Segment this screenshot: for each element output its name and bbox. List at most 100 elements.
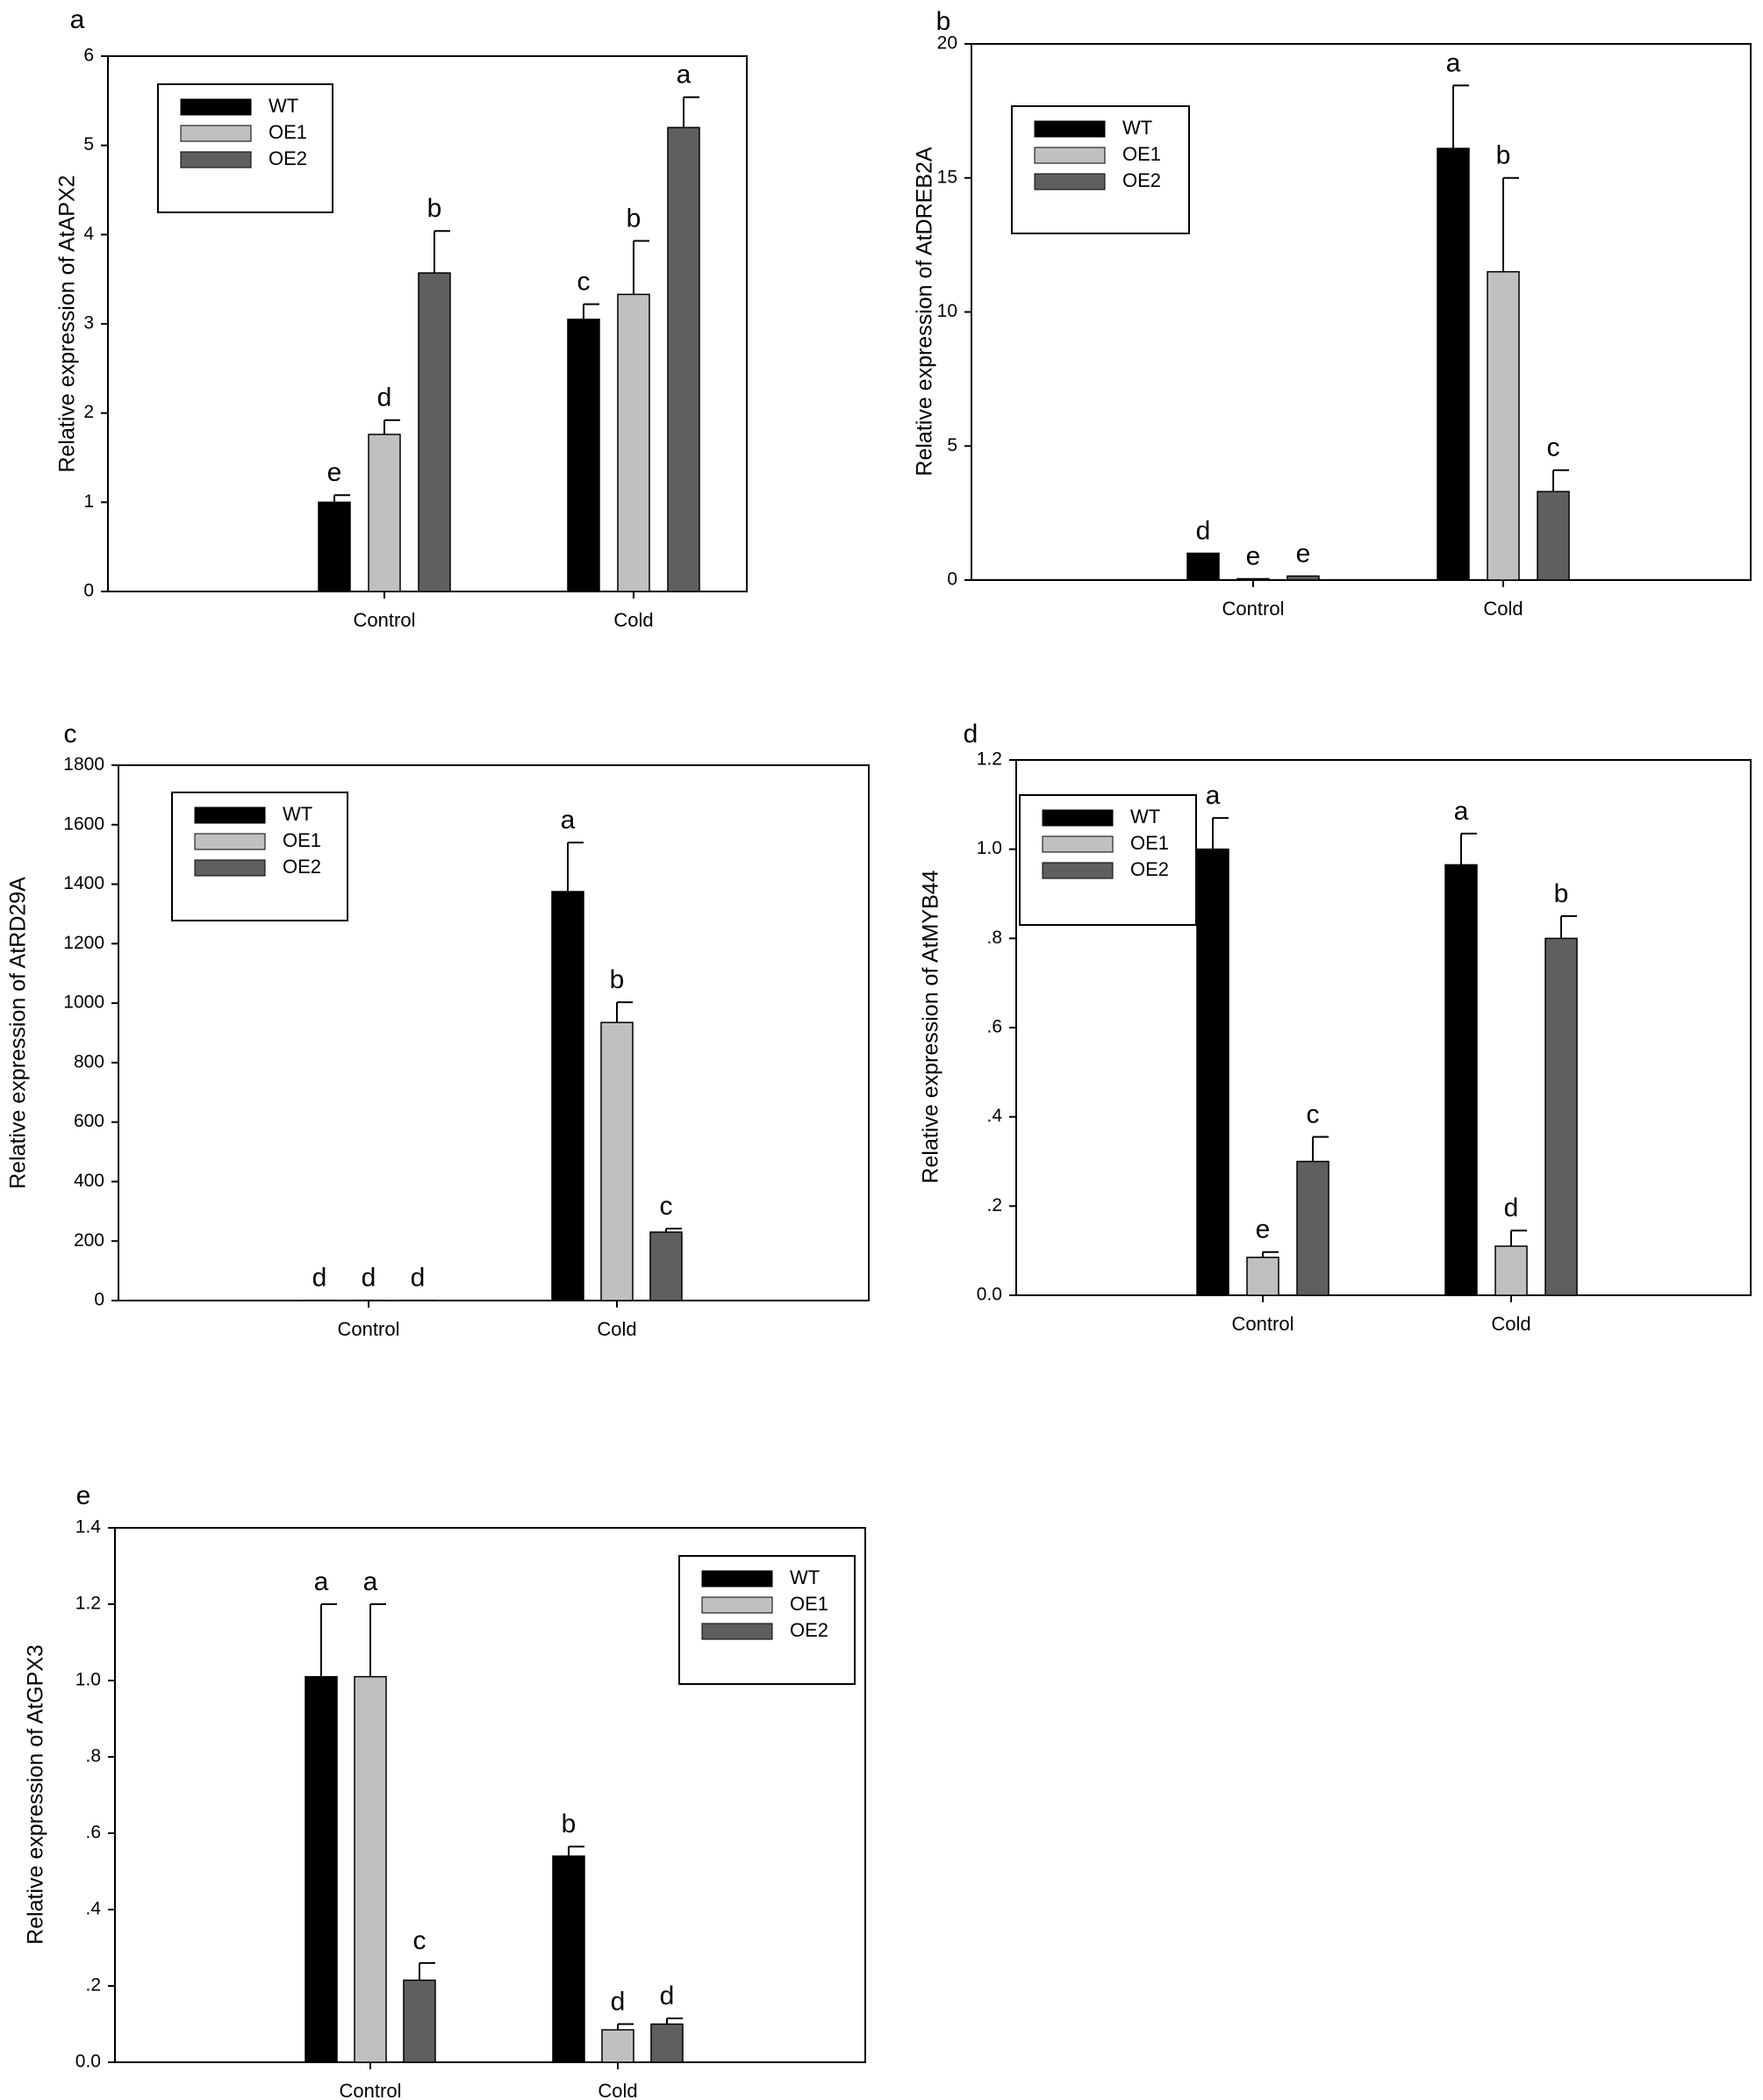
panel-label: c [64,720,77,749]
significance-letter: d [1196,516,1211,545]
legend-swatch-oe2 [194,859,266,877]
legend: WT OE1 OE2 [1019,794,1197,926]
y-tick-label: 1.2 [75,1594,101,1614]
significance-letter: d [660,1982,675,2010]
legend-label-wt: WT [790,1566,820,1588]
bar-wt-cold [567,319,600,592]
bar-wt-control [305,1675,338,2063]
y-tick-label: 6 [83,46,94,66]
x-tick-label: Control [354,609,416,631]
legend-label-wt: WT [1130,806,1160,828]
bar-oe1-cold [1487,270,1520,581]
chart-panel-d: d 0.0 .2 .4 .6 .8 1.0 1.2 Relative expression of… [919,720,1752,1335]
plot-frame [114,1527,866,2063]
legend-swatch-wt [180,98,252,116]
panel-label: a [70,5,85,34]
legend: WT OE1 OE2 [1011,105,1190,234]
y-tick-label: 0.0 [977,1285,1002,1305]
x-tick-label: Cold [597,1318,636,1340]
y-tick-label: 0 [83,581,94,601]
significance-letter: e [1296,539,1311,568]
legend-label-oe1: OE1 [1122,143,1161,165]
bar-wt-cold [1444,864,1478,1296]
legend-label-wt: WT [283,803,312,825]
bar-oe2-cold [667,126,700,592]
legend-label-oe2: OE2 [1130,858,1169,880]
legend: WT OE1 OE2 [157,83,333,213]
legend: WT OE1 OE2 [171,792,348,921]
legend-swatch-oe1 [701,1596,773,1614]
significance-letter: c [660,1192,673,1221]
bar-oe1-cold [601,2029,634,2063]
chart-panel-a: a 0 1 2 3 4 5 6 Relative expression of AtAPX2 Con… [55,5,748,631]
bar-wt-control [318,501,351,592]
x-tick-label: Cold [613,609,653,631]
chart-panel-b: b 0 5 10 15 20 Relative expression of AtDREB2A… [913,7,1752,620]
chart-panel-e: e 0.0 .2 .4 .6 .8 1.0 1.2 1.4 Relative expression… [24,1481,866,2100]
y-tick-label: 2 [83,402,94,422]
legend-swatch-oe1 [1042,835,1114,853]
y-tick-label: 4 [83,224,94,244]
significance-letter: d [362,1264,376,1293]
significance-letter: c [1547,434,1560,462]
legend-swatch-oe2 [1042,862,1114,879]
legend: WT OE1 OE2 [678,1555,856,1685]
significance-letter: d [611,1987,626,2016]
y-tick-label: 1400 [63,873,104,893]
bar-oe2-control [1296,1160,1329,1296]
bar-oe1-control [368,434,401,592]
y-tick-label: .2 [986,1195,1002,1215]
y-tick-label: .8 [986,928,1002,948]
bar-oe2-control [403,1979,436,2063]
y-tick-label: 800 [74,1051,104,1072]
x-tick-label: Control [340,2080,402,2100]
bar-oe2-control [418,272,451,592]
bar-wt-cold [551,891,584,1301]
y-tick-label: 1.0 [75,1670,101,1690]
bar-oe2-control [1286,575,1320,581]
legend-label-oe2: OE2 [1122,169,1161,191]
significance-letter: a [561,806,576,835]
legend-label-oe2: OE2 [269,147,307,169]
significance-letter: a [363,1567,378,1596]
y-tick-label: .2 [85,1975,101,1996]
x-tick-label: Control [338,1318,400,1340]
significance-letter: c [577,268,591,297]
y-tick-label: 0 [947,570,957,590]
significance-letter: c [1307,1100,1320,1129]
significance-letter: a [677,61,692,90]
legend-label-oe1: OE1 [790,1593,828,1615]
legend-label-oe2: OE2 [790,1619,828,1641]
y-tick-label: 15 [937,167,957,187]
y-tick-label: 0.0 [75,2052,101,2072]
bar-oe2-cold [1537,491,1570,581]
y-axis-label: Relative expression of AtGPX3 [24,1645,48,1945]
significance-letter: a [314,1567,329,1596]
legend-swatch-oe2 [1034,173,1106,190]
significance-letter: a [1454,797,1469,826]
legend-label-wt: WT [269,95,298,117]
legend-label-oe1: OE1 [269,121,307,143]
bar-wt-control [1186,552,1220,581]
significance-letter: e [327,458,342,487]
legend-label-wt: WT [1122,117,1152,139]
y-tick-label: .6 [85,1823,101,1843]
y-tick-label: 5 [947,435,957,455]
y-tick-label: 10 [937,301,957,321]
y-tick-label: 1.4 [75,1517,102,1537]
legend-swatch-wt [701,1570,773,1588]
legend-swatch-wt [1034,120,1106,138]
legend-swatch-oe1 [180,125,252,142]
y-tick-label: 3 [83,313,94,333]
legend-label-oe1: OE1 [1130,832,1169,854]
y-tick-label: 5 [83,134,94,154]
legend-swatch-oe1 [194,833,266,850]
y-tick-label: .8 [85,1746,101,1767]
y-axis-label: Relative expression of AtMYB44 [919,870,943,1183]
bar-oe1-control [1236,577,1270,581]
bar-wt-cold [552,1855,585,2063]
significance-letter: b [1496,141,1511,170]
y-tick-label: 400 [74,1171,104,1191]
x-tick-label: Control [1232,1313,1294,1335]
